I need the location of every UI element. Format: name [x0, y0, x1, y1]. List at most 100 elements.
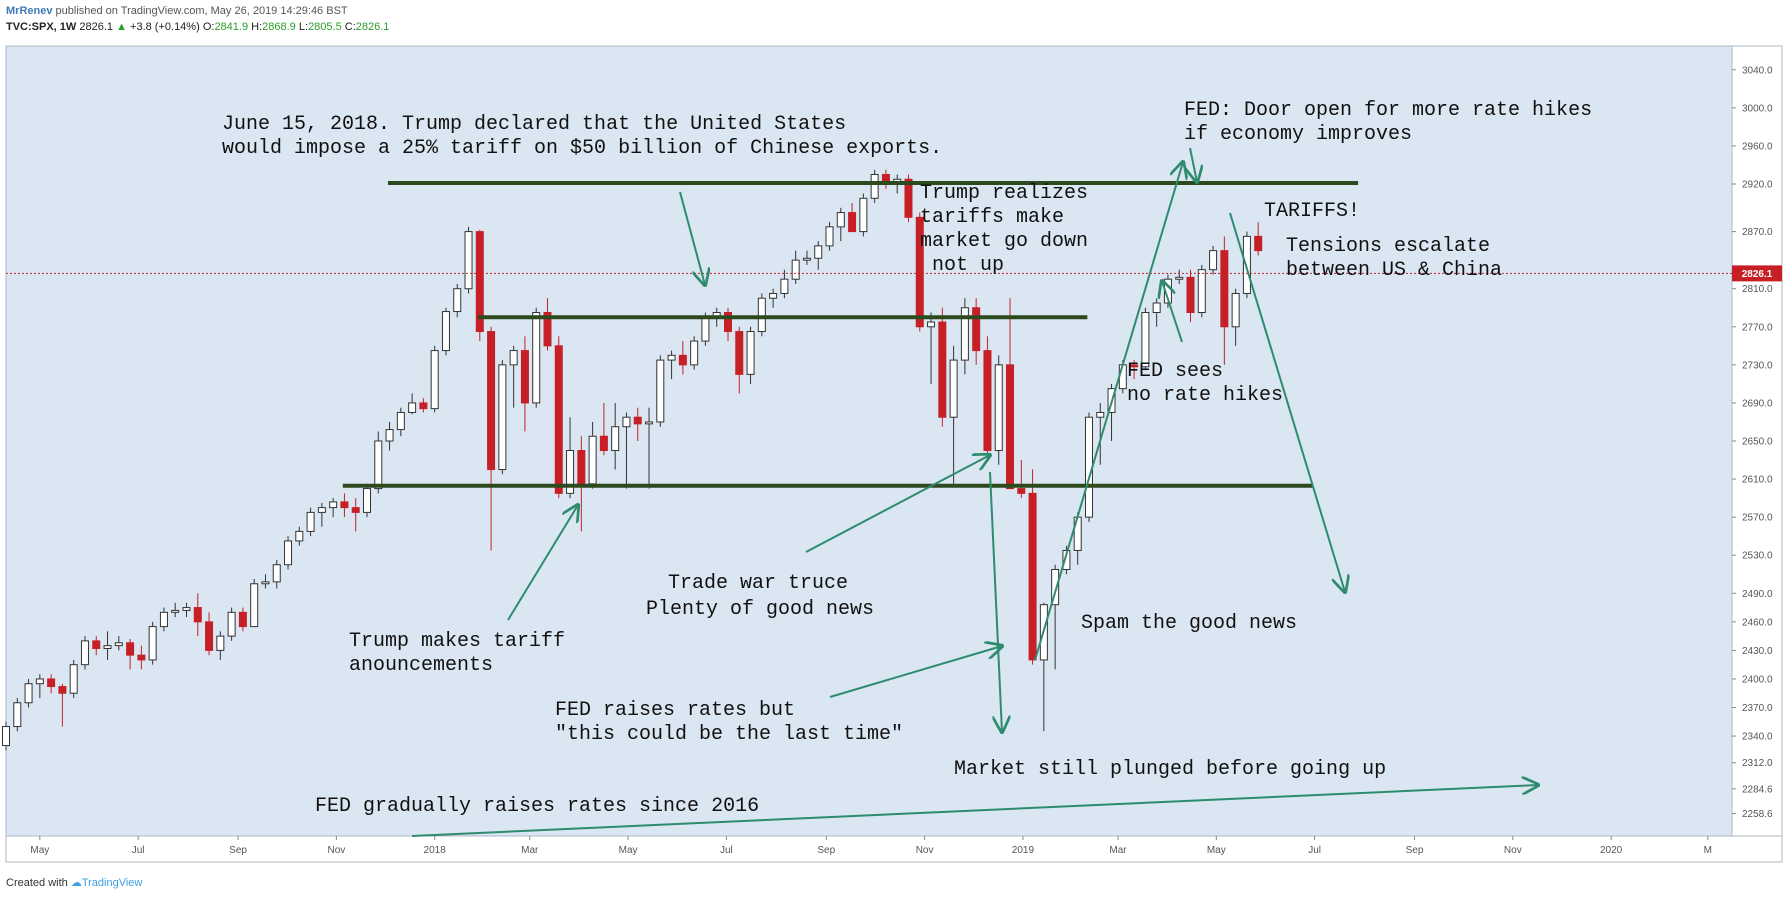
candle[interactable]: [746, 326, 755, 384]
candle[interactable]: [329, 498, 338, 518]
candle[interactable]: [1006, 298, 1015, 490]
candle[interactable]: [159, 607, 168, 632]
candle[interactable]: [1062, 545, 1071, 575]
candle[interactable]: [543, 298, 552, 351]
candle[interactable]: [2, 721, 10, 751]
candle[interactable]: [464, 226, 473, 294]
candle[interactable]: [487, 326, 496, 551]
price-axis[interactable]: [1731, 45, 1783, 837]
candle[interactable]: [408, 393, 417, 415]
candle[interactable]: [802, 250, 811, 265]
candle[interactable]: [1197, 264, 1206, 318]
author-link[interactable]: MrRenev: [6, 5, 53, 17]
arrow-tariffs-drop[interactable]: [1229, 212, 1345, 592]
arrow-fed-door-open[interactable]: [1190, 147, 1197, 182]
candle[interactable]: [441, 307, 450, 356]
candle[interactable]: [520, 336, 529, 432]
arrow-fed-gradual[interactable]: [411, 785, 1538, 837]
candle[interactable]: [633, 407, 642, 441]
candle[interactable]: [182, 602, 191, 618]
candle[interactable]: [1242, 231, 1251, 299]
candle[interactable]: [1254, 222, 1263, 256]
candle[interactable]: [205, 612, 214, 656]
candle[interactable]: [137, 645, 146, 670]
candle[interactable]: [250, 579, 259, 628]
candle[interactable]: [599, 402, 608, 456]
candle[interactable]: [1220, 236, 1229, 365]
candle[interactable]: [498, 360, 507, 475]
candle[interactable]: [960, 298, 969, 375]
candle[interactable]: [317, 502, 326, 527]
candle[interactable]: [1028, 469, 1037, 665]
candle[interactable]: [47, 674, 56, 694]
candle[interactable]: [994, 355, 1003, 465]
candle[interactable]: [216, 631, 225, 660]
candle[interactable]: [859, 193, 868, 237]
candle[interactable]: [915, 212, 924, 332]
candle[interactable]: [757, 293, 766, 337]
candle[interactable]: [1096, 402, 1105, 465]
candle[interactable]: [396, 407, 405, 437]
candle[interactable]: [295, 526, 304, 546]
candle[interactable]: [848, 203, 857, 233]
candle[interactable]: [1141, 307, 1150, 370]
candle[interactable]: [667, 350, 676, 380]
candle[interactable]: [1051, 564, 1060, 670]
candle[interactable]: [475, 229, 484, 342]
candle[interactable]: [103, 631, 112, 660]
candle[interactable]: [678, 341, 687, 375]
candle[interactable]: [340, 493, 349, 518]
arrow-fed-no-hikes[interactable]: [1162, 281, 1183, 343]
candle[interactable]: [735, 326, 744, 394]
candle[interactable]: [193, 593, 202, 637]
candle[interactable]: [272, 559, 281, 589]
candle[interactable]: [351, 498, 360, 532]
arrow-june-tariff[interactable]: [679, 191, 705, 285]
candle[interactable]: [949, 345, 958, 484]
candle[interactable]: [35, 674, 44, 698]
candle[interactable]: [532, 307, 541, 408]
plot-area[interactable]: [5, 45, 1733, 837]
candle[interactable]: [80, 636, 89, 670]
candle[interactable]: [656, 355, 665, 427]
candle[interactable]: [622, 412, 631, 489]
arrow-fed-raises[interactable]: [829, 646, 1002, 698]
candle[interactable]: [690, 336, 699, 370]
candle[interactable]: [13, 697, 22, 732]
candle[interactable]: [419, 398, 428, 413]
candle[interactable]: [58, 683, 67, 727]
time-axis[interactable]: [5, 835, 1783, 863]
candle[interactable]: [509, 345, 518, 408]
candle[interactable]: [1017, 460, 1026, 499]
candle[interactable]: [430, 345, 439, 413]
candle[interactable]: [723, 307, 732, 342]
candle[interactable]: [1209, 245, 1218, 275]
arrow-spam-good-news[interactable]: [1034, 162, 1183, 661]
candle[interactable]: [825, 222, 834, 251]
candle[interactable]: [791, 250, 800, 284]
candle[interactable]: [1130, 360, 1139, 380]
candle[interactable]: [171, 602, 180, 618]
candle[interactable]: [780, 269, 789, 299]
arrow-trade-war-truce[interactable]: [805, 455, 990, 553]
candle[interactable]: [126, 638, 135, 670]
candle[interactable]: [769, 288, 778, 308]
candle[interactable]: [870, 169, 879, 204]
candle[interactable]: [972, 298, 981, 365]
candle[interactable]: [1231, 288, 1240, 346]
candle[interactable]: [92, 636, 101, 656]
candle[interactable]: [261, 574, 270, 589]
candle[interactable]: [306, 507, 315, 537]
candle[interactable]: [645, 407, 654, 489]
candle[interactable]: [148, 621, 157, 665]
candle[interactable]: [611, 402, 620, 470]
arrow-tariff-announcements[interactable]: [507, 505, 578, 621]
candle[interactable]: [814, 241, 823, 270]
candle[interactable]: [1175, 269, 1184, 284]
candle[interactable]: [227, 607, 236, 641]
candle[interactable]: [284, 536, 293, 570]
candle[interactable]: [938, 307, 947, 427]
candle[interactable]: [983, 336, 992, 461]
candle[interactable]: [374, 431, 383, 494]
